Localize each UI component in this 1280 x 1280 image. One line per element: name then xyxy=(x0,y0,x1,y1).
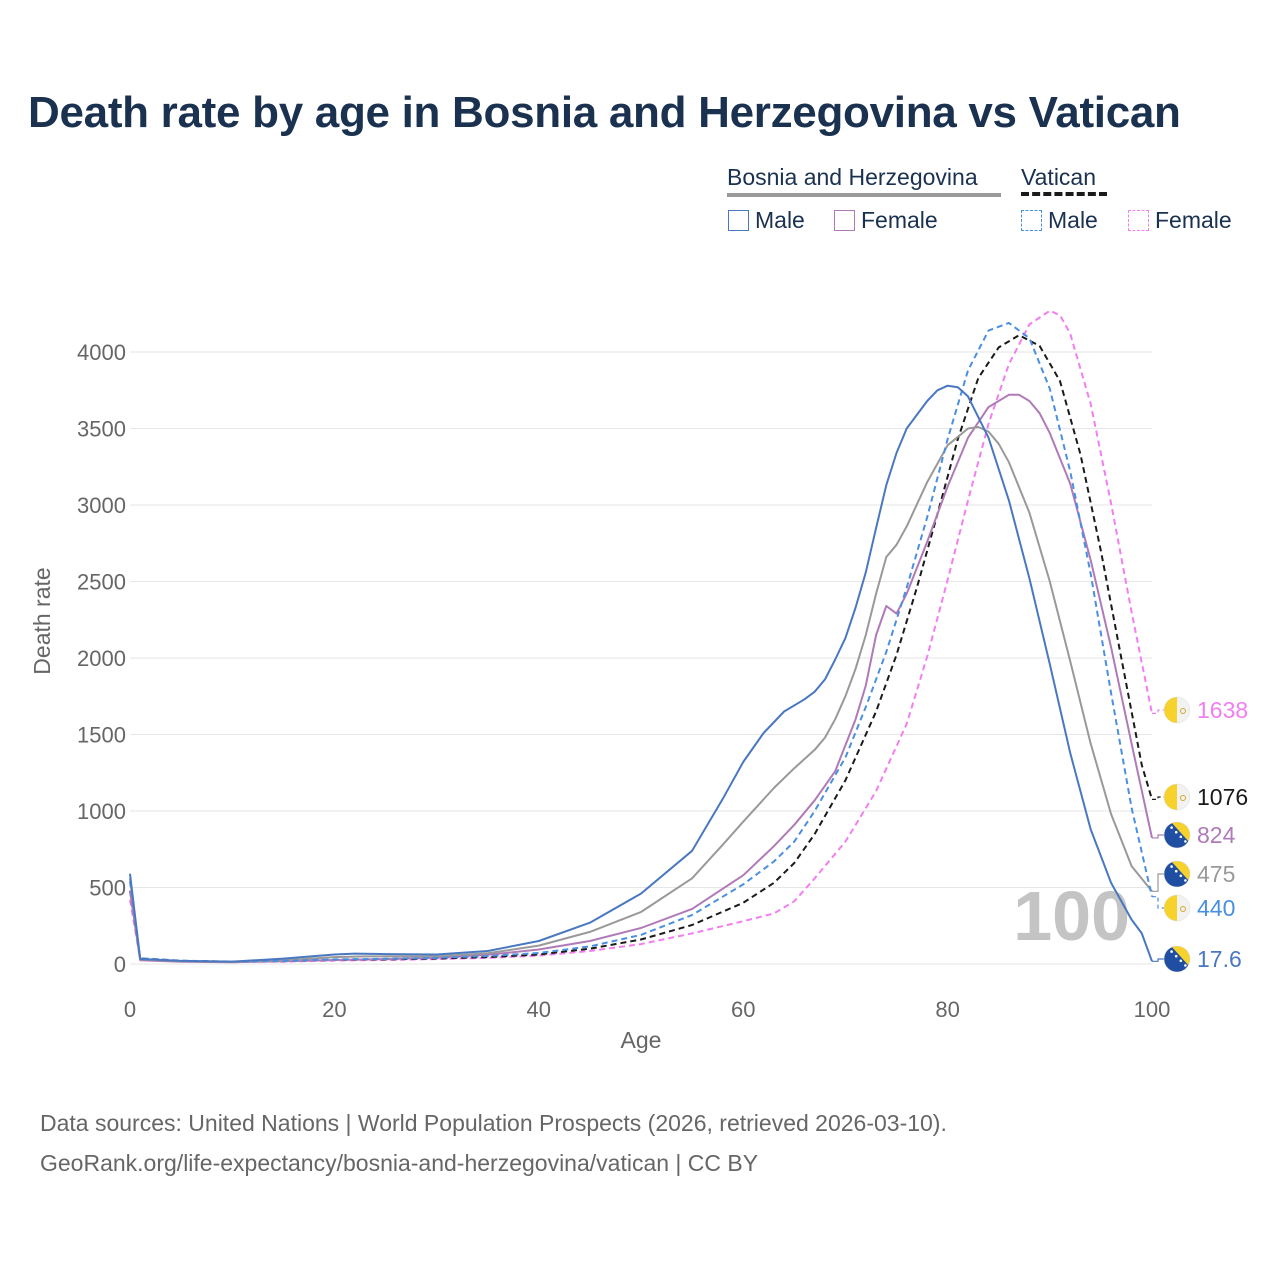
x-axis-label: Age xyxy=(621,1027,662,1053)
legend-swatch-vatican-female xyxy=(1128,210,1149,231)
series-line-bosnia-and-herzegovina-total[interactable] xyxy=(129,426,1153,963)
legend-label-bosnia-male: Male xyxy=(755,207,805,233)
end-label-bosnia-and-herzegovina-female: 824 xyxy=(1197,822,1236,848)
leader-line-vatican-male xyxy=(1152,896,1164,909)
watermark-year: 100 xyxy=(1013,877,1130,955)
legend-item-vatican-male[interactable]: Male xyxy=(1021,207,1098,234)
legend-group-bosnia-title: Bosnia and Herzegovina xyxy=(727,164,978,190)
y-tick-label-0: 0 xyxy=(114,952,126,977)
series-line-bosnia-and-herzegovina-male[interactable] xyxy=(129,384,1153,963)
y-tick-label-3000: 3000 xyxy=(77,493,126,518)
legend-swatch-bosnia-female xyxy=(834,210,855,231)
series-line-vatican-female[interactable] xyxy=(129,309,1153,963)
leader-line-vatican-female xyxy=(1152,709,1164,714)
y-tick-label-2500: 2500 xyxy=(77,570,126,595)
flag-icon-bosnia-bosnia-and-herzegovina-male xyxy=(1163,945,1191,973)
y-tick-label-4000: 4000 xyxy=(77,340,126,365)
leader-line-bosnia-and-herzegovina-female xyxy=(1152,834,1164,839)
x-tick-label-0: 0 xyxy=(124,997,136,1022)
series-layer xyxy=(129,309,1153,964)
legend-item-bosnia-female[interactable]: Female xyxy=(834,207,938,234)
legend-group-bosnia-underline xyxy=(727,193,1001,197)
end-label-bosnia-and-herzegovina-total: 475 xyxy=(1197,861,1235,887)
y-tick-label-1500: 1500 xyxy=(77,723,126,748)
legend-item-bosnia-male[interactable]: Male xyxy=(728,207,805,234)
flag-icon-bosnia-bosnia-and-herzegovina-female xyxy=(1163,821,1191,849)
leader-line-bosnia-and-herzegovina-total xyxy=(1152,873,1164,892)
y-tick-label-500: 500 xyxy=(89,876,126,901)
legend-label-vatican-male: Male xyxy=(1048,207,1098,233)
chart-title: Death rate by age in Bosnia and Herzegov… xyxy=(28,88,1181,137)
y-tick-label-1000: 1000 xyxy=(77,799,126,824)
legend-group-vatican-title: Vatican xyxy=(1021,164,1097,190)
end-label-vatican-female: 1638 xyxy=(1197,697,1248,723)
end-label-bosnia-and-herzegovina-male: 17.6 xyxy=(1197,946,1242,972)
series-line-vatican-total[interactable] xyxy=(129,334,1153,963)
legend-swatch-vatican-male xyxy=(1021,210,1042,231)
legend-label-vatican-female: Female xyxy=(1155,207,1232,233)
x-tick-label-20: 20 xyxy=(322,997,346,1022)
legend-label-bosnia-female: Female xyxy=(861,207,938,233)
leader-line-vatican-total xyxy=(1152,796,1164,800)
flag-icon-vatican-vatican-female xyxy=(1163,696,1191,724)
flag-icon-vatican-vatican-male xyxy=(1163,894,1191,922)
footer-attribution: GeoRank.org/life-expectancy/bosnia-and-h… xyxy=(40,1150,759,1176)
flag-icon-bosnia-bosnia-and-herzegovina-total xyxy=(1163,860,1191,888)
legend-group-vatican-underline xyxy=(1021,192,1107,196)
grid-layer xyxy=(130,351,1152,965)
y-tick-label-3500: 3500 xyxy=(77,417,126,442)
x-tick-label-100: 100 xyxy=(1134,997,1171,1022)
end-label-layer: 1638 1076 824 475 440 17.6 xyxy=(1152,696,1248,973)
end-label-vatican-male: 440 xyxy=(1197,895,1235,921)
legend-swatch-bosnia-male xyxy=(728,210,749,231)
x-tick-label-60: 60 xyxy=(731,997,755,1022)
axis-layer: 0 500 1000 1500 2000 2500 3000 3500 4000 0 20 40 60 8… xyxy=(77,340,1170,1022)
y-tick-label-2000: 2000 xyxy=(77,646,126,671)
series-line-vatican-male[interactable] xyxy=(129,321,1153,963)
x-tick-label-80: 80 xyxy=(935,997,959,1022)
series-line-bosnia-and-herzegovina-female[interactable] xyxy=(129,393,1153,964)
footer-sources: Data sources: United Nations | World Pop… xyxy=(40,1110,947,1136)
end-label-vatican-total: 1076 xyxy=(1197,784,1248,810)
flag-icon-vatican-vatican-total xyxy=(1163,783,1191,811)
x-tick-label-40: 40 xyxy=(527,997,551,1022)
y-axis-label: Death rate xyxy=(29,567,55,674)
legend-item-vatican-female[interactable]: Female xyxy=(1128,207,1232,234)
leader-line-bosnia-and-herzegovina-male xyxy=(1152,958,1164,962)
